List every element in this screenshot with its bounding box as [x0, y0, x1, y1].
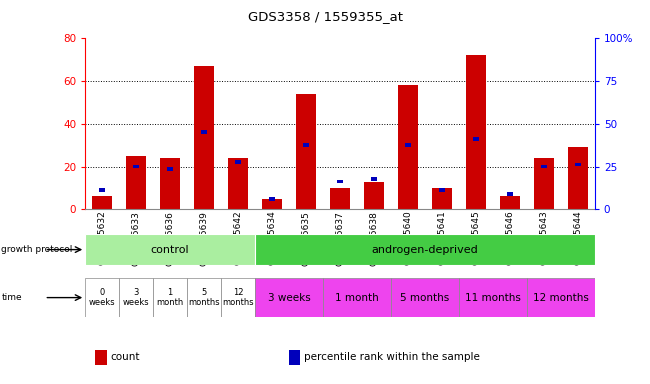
Text: 5
months: 5 months: [188, 288, 220, 307]
Text: 1
month: 1 month: [157, 288, 184, 307]
Bar: [500, 197, 520, 209]
Bar: [201, 131, 207, 134]
Text: androgen-deprived: androgen-deprived: [372, 245, 478, 255]
Bar: [85, 234, 255, 265]
Bar: [153, 278, 187, 317]
Bar: [92, 197, 112, 209]
Bar: [439, 188, 445, 192]
Bar: [391, 278, 459, 317]
Bar: [364, 182, 384, 209]
Bar: [99, 188, 105, 192]
Bar: [167, 167, 174, 170]
Bar: [465, 56, 486, 209]
Bar: [187, 278, 221, 317]
Text: 5 months: 5 months: [400, 293, 450, 303]
Text: time: time: [1, 293, 22, 302]
Bar: [296, 94, 316, 209]
Text: 0
weeks: 0 weeks: [89, 288, 116, 307]
Text: 12 months: 12 months: [533, 293, 589, 303]
Text: GDS3358 / 1559355_at: GDS3358 / 1559355_at: [248, 10, 402, 23]
Text: 11 months: 11 months: [465, 293, 521, 303]
Bar: [473, 137, 479, 141]
Bar: [235, 161, 241, 164]
Bar: [398, 85, 418, 209]
Bar: [96, 350, 107, 365]
Bar: [228, 158, 248, 209]
Bar: [221, 278, 255, 317]
Bar: [541, 165, 547, 169]
Bar: [575, 162, 581, 166]
Bar: [534, 158, 554, 209]
Bar: [370, 177, 377, 181]
Bar: [506, 192, 513, 196]
Bar: [268, 197, 275, 200]
Bar: [255, 278, 323, 317]
Bar: [119, 278, 153, 317]
Bar: [262, 199, 282, 209]
Bar: [126, 156, 146, 209]
Bar: [330, 188, 350, 209]
Bar: [133, 165, 139, 169]
Bar: [85, 278, 119, 317]
Text: 3
weeks: 3 weeks: [123, 288, 150, 307]
Text: control: control: [151, 245, 189, 255]
Bar: [459, 278, 526, 317]
Text: growth protocol: growth protocol: [1, 245, 73, 254]
Bar: [303, 143, 309, 147]
Text: 3 weeks: 3 weeks: [268, 293, 310, 303]
Bar: [405, 143, 411, 147]
Bar: [289, 350, 300, 365]
Bar: [194, 66, 214, 209]
Bar: [567, 147, 588, 209]
Bar: [160, 158, 180, 209]
Text: percentile rank within the sample: percentile rank within the sample: [304, 352, 480, 362]
Bar: [432, 188, 452, 209]
Bar: [337, 180, 343, 184]
Text: 12
months: 12 months: [222, 288, 254, 307]
Bar: [526, 278, 595, 317]
Bar: [323, 278, 391, 317]
Text: count: count: [111, 352, 140, 362]
Text: 1 month: 1 month: [335, 293, 379, 303]
Bar: [255, 234, 595, 265]
